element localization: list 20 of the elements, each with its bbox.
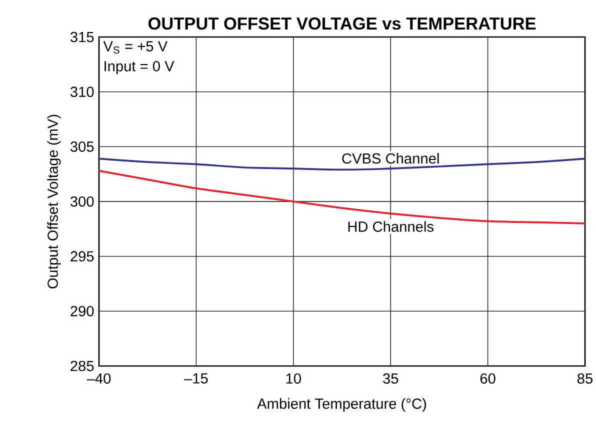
series-label: HD Channels <box>348 221 434 232</box>
x-tick-label: 35 <box>383 373 398 384</box>
y-tick-label: 315 <box>70 32 94 42</box>
x-tick-label: –15 <box>184 373 208 384</box>
y-tick-label: 305 <box>70 142 94 152</box>
annotation: V$_{S}$ = +5 V <box>103 41 168 54</box>
y-tick-label: 295 <box>70 251 94 262</box>
annotation: Input = 0 V <box>104 61 174 74</box>
x-tick-label: 85 <box>578 373 593 384</box>
y-tick-label: 285 <box>70 360 94 372</box>
series-label: CVBS Channel <box>342 152 439 164</box>
y-axis-title: Output Offset Voltage (mV) <box>47 114 61 288</box>
y-tick-label: 300 <box>70 196 94 207</box>
x-tick-label: 10 <box>286 373 301 384</box>
x-tick-label: 60 <box>480 373 496 384</box>
x-tick-label: –40 <box>86 373 111 384</box>
chart-title: OUTPUT OFFSET VOLTAGE vs TEMPERATURE <box>148 17 536 30</box>
y-tick-label: 290 <box>70 306 94 316</box>
y-tick-label: 310 <box>70 86 94 98</box>
x-axis-title: Ambient Temperature (°C) <box>257 398 426 412</box>
